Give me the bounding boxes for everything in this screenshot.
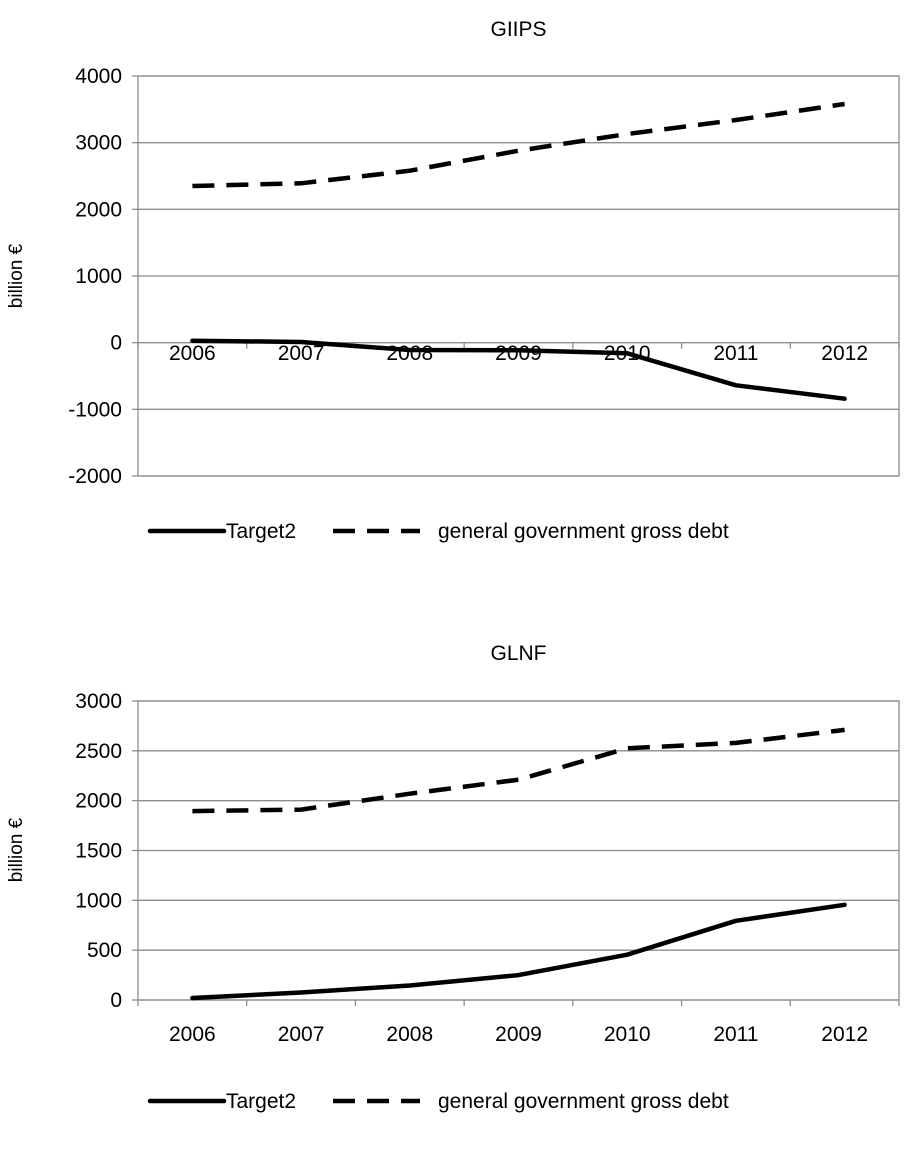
y-tick-label: 2000: [75, 198, 122, 221]
y-tick-label: 4000: [75, 65, 122, 88]
y-tick-label: 500: [87, 939, 122, 962]
x-tick-label: 2006: [169, 1023, 216, 1046]
chart-2: GLNF 0 500 1000 1500 2000 2500 3000 2006 2007 2008…: [6, 642, 900, 1113]
series-line-debt: [192, 727, 845, 814]
y-tick-label: 2500: [75, 740, 122, 763]
y-tick-label: 1000: [75, 265, 122, 288]
y-tick-label: 3000: [75, 132, 122, 155]
x-tick-label: 2011: [713, 1023, 758, 1046]
x-tick-label: 2008: [386, 1023, 433, 1046]
legend-label-debt: general government gross debt: [438, 520, 729, 543]
x-tick-label: 2012: [821, 1023, 868, 1046]
chart-title: GIIPS: [490, 18, 546, 41]
y-tick-label: 2000: [75, 790, 122, 813]
x-tick-label: 2012: [821, 342, 868, 365]
x-tick-label: 2009: [495, 342, 542, 365]
y-tick-label: -1000: [68, 398, 122, 421]
y-tick-label: 0: [110, 989, 122, 1012]
series-line-debt: [192, 101, 845, 189]
y-tick-label: 1500: [75, 840, 122, 863]
x-tick-label: 2007: [278, 1023, 325, 1046]
x-tick-label: 2011: [713, 342, 758, 365]
x-tick-label: 2007: [278, 342, 325, 365]
legend-label-target2: Target2: [226, 1090, 296, 1113]
legend-label-target2: Target2: [226, 520, 296, 543]
legend: Target2 general government gross debt: [147, 520, 729, 543]
y-tick-label: -2000: [68, 465, 122, 488]
y-axis-title: billion €: [6, 243, 27, 308]
series-line-target2: [190, 902, 847, 1001]
legend-label-debt: general government gross debt: [438, 1090, 729, 1113]
x-tick-label: 2009: [495, 1023, 542, 1046]
x-tick-label: 2006: [169, 342, 216, 365]
y-axis-title: billion €: [6, 817, 27, 882]
y-tick-label: 0: [110, 332, 122, 355]
y-tick-label: 3000: [75, 690, 122, 713]
x-tick-label: 2010: [604, 1023, 651, 1046]
legend: Target2 general government gross debt: [147, 1090, 729, 1113]
chart-1: GIIPS -2000 -1000 0 1000 2000 3000 4000 2006 2007…: [6, 18, 900, 543]
x-tick-label: 2008: [386, 342, 433, 365]
chart-title: GLNF: [490, 642, 546, 665]
series-line-target2: [190, 338, 847, 401]
y-tick-label: 1000: [75, 889, 122, 912]
